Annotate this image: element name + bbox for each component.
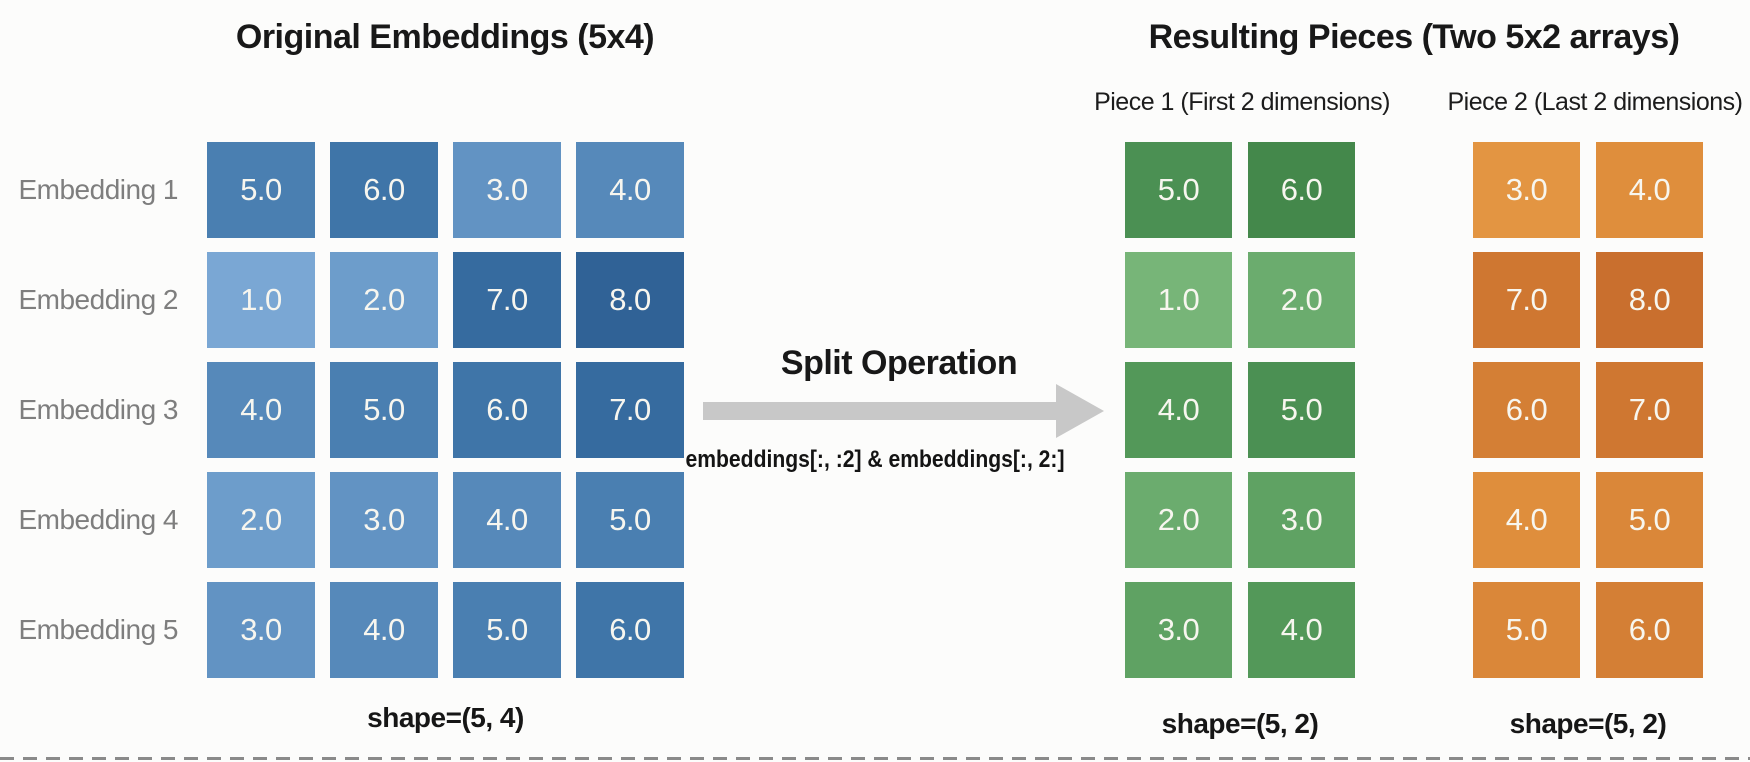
matrix-cell: 7.0 bbox=[453, 252, 561, 348]
matrix-cell: 5.0 bbox=[330, 362, 438, 458]
matrix-cell: 2.0 bbox=[1248, 252, 1355, 348]
piece2-matrix: 3.0 4.0 7.0 8.0 6.0 7.0 4.0 5.0 5.0 6.0 bbox=[1473, 142, 1703, 678]
piece2-shape-label: shape=(5, 2) bbox=[1509, 708, 1667, 739]
matrix-cell: 8.0 bbox=[576, 252, 684, 348]
piece1-shape-label: shape=(5, 2) bbox=[1161, 708, 1319, 739]
matrix-cell: 6.0 bbox=[330, 142, 438, 238]
matrix-cell: 3.0 bbox=[1125, 582, 1232, 678]
matrix-cell: 7.0 bbox=[1596, 362, 1703, 458]
matrix-cell: 6.0 bbox=[1248, 142, 1355, 238]
matrix-cell: 6.0 bbox=[1596, 582, 1703, 678]
embedding-row-label: Embedding 3 bbox=[18, 394, 178, 425]
matrix-cell: 4.0 bbox=[1473, 472, 1580, 568]
original-embeddings-title: Original Embeddings (5x4) bbox=[235, 18, 655, 56]
matrix-cell: 5.0 bbox=[1125, 142, 1232, 238]
matrix-cell: 4.0 bbox=[330, 582, 438, 678]
matrix-cell: 6.0 bbox=[576, 582, 684, 678]
matrix-cell: 6.0 bbox=[1473, 362, 1580, 458]
matrix-cell: 5.0 bbox=[207, 142, 315, 238]
embedding-row-label: Embedding 4 bbox=[18, 504, 178, 535]
matrix-cell: 4.0 bbox=[1248, 582, 1355, 678]
original-embeddings-matrix: 5.0 6.0 3.0 4.0 1.0 2.0 7.0 8.0 4.0 5.0 6.0 7.0 2.0 3… bbox=[207, 142, 684, 678]
embedding-row-labels: Embedding 1 Embedding 2 Embedding 3 Embeddi… bbox=[8, 142, 190, 678]
piece1-matrix: 5.0 6.0 1.0 2.0 4.0 5.0 2.0 3.0 3.0 4.0 bbox=[1125, 142, 1355, 678]
matrix-cell: 5.0 bbox=[576, 472, 684, 568]
matrix-cell: 4.0 bbox=[207, 362, 315, 458]
original-shape-label: shape=(5, 4) bbox=[367, 702, 524, 733]
piece2-subtitle: Piece 2 (Last 2 dimensions) bbox=[1447, 88, 1743, 116]
matrix-cell: 3.0 bbox=[1473, 142, 1580, 238]
matrix-cell: 7.0 bbox=[576, 362, 684, 458]
matrix-cell: 2.0 bbox=[1125, 472, 1232, 568]
split-code-label: embeddings[:, :2] & embeddings[:, 2:] bbox=[685, 446, 1065, 473]
resulting-pieces-title: Resulting Pieces (Two 5x2 arrays) bbox=[1148, 18, 1680, 56]
matrix-cell: 2.0 bbox=[207, 472, 315, 568]
matrix-cell: 6.0 bbox=[453, 362, 561, 458]
matrix-cell: 2.0 bbox=[330, 252, 438, 348]
matrix-cell: 8.0 bbox=[1596, 252, 1703, 348]
matrix-cell: 5.0 bbox=[453, 582, 561, 678]
matrix-cell: 3.0 bbox=[453, 142, 561, 238]
matrix-cell: 1.0 bbox=[1125, 252, 1232, 348]
split-operation-label: Split Operation bbox=[780, 344, 1018, 382]
matrix-cell: 4.0 bbox=[1125, 362, 1232, 458]
matrix-cell: 4.0 bbox=[1596, 142, 1703, 238]
matrix-cell: 3.0 bbox=[330, 472, 438, 568]
matrix-cell: 7.0 bbox=[1473, 252, 1580, 348]
matrix-cell: 3.0 bbox=[207, 582, 315, 678]
matrix-cell: 3.0 bbox=[1248, 472, 1355, 568]
split-arrow-shaft bbox=[703, 402, 1056, 420]
embedding-row-label: Embedding 5 bbox=[18, 614, 178, 645]
matrix-cell: 4.0 bbox=[453, 472, 561, 568]
matrix-cell: 5.0 bbox=[1596, 472, 1703, 568]
embedding-row-label: Embedding 1 bbox=[18, 174, 178, 205]
embedding-row-label: Embedding 2 bbox=[18, 284, 178, 315]
piece1-subtitle: Piece 1 (First 2 dimensions) bbox=[1094, 88, 1390, 116]
matrix-cell: 1.0 bbox=[207, 252, 315, 348]
bottom-dashed-line bbox=[0, 757, 1750, 760]
split-arrow-head-icon bbox=[1056, 384, 1104, 438]
matrix-cell: 5.0 bbox=[1473, 582, 1580, 678]
matrix-cell: 4.0 bbox=[576, 142, 684, 238]
matrix-cell: 5.0 bbox=[1248, 362, 1355, 458]
